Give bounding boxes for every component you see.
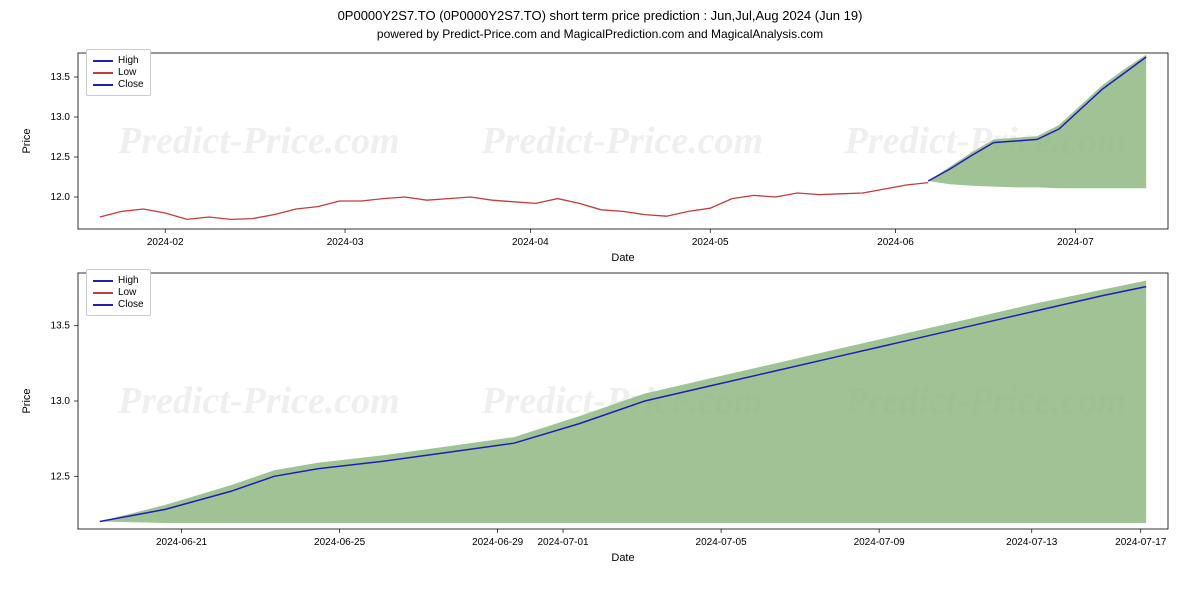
- svg-text:2024-04: 2024-04: [512, 237, 549, 248]
- chart1-svg: Predict-Price.comPredict-Price.comPredic…: [0, 45, 1200, 265]
- svg-text:13.0: 13.0: [51, 396, 71, 407]
- svg-text:2024-06-25: 2024-06-25: [314, 537, 366, 548]
- svg-text:2024-06: 2024-06: [877, 237, 914, 248]
- svg-text:2024-03: 2024-03: [327, 237, 364, 248]
- svg-text:Price: Price: [21, 388, 33, 413]
- chart2-svg: Predict-Price.comPredict-Price.comPredic…: [0, 265, 1200, 565]
- legend-line-high: [93, 60, 113, 62]
- svg-text:Price: Price: [21, 128, 33, 153]
- chart2-wrapper: High Low Close Predict-Price.comPredict-…: [0, 265, 1200, 565]
- chart-container: 0P0000Y2S7.TO (0P0000Y2S7.TO) short term…: [0, 0, 1200, 600]
- svg-text:12.5: 12.5: [51, 471, 71, 482]
- legend-line-high: [93, 280, 113, 282]
- svg-text:2024-06-21: 2024-06-21: [156, 537, 208, 548]
- svg-text:2024-07-05: 2024-07-05: [696, 537, 748, 548]
- svg-text:2024-05: 2024-05: [692, 237, 729, 248]
- svg-text:13.5: 13.5: [51, 321, 71, 332]
- legend-item: Close: [93, 79, 144, 90]
- legend-item: Close: [93, 299, 144, 310]
- svg-text:12.5: 12.5: [51, 152, 71, 163]
- legend-item: High: [93, 55, 144, 66]
- legend-line-low: [93, 72, 113, 74]
- svg-text:2024-07-01: 2024-07-01: [537, 537, 589, 548]
- legend-line-low: [93, 292, 113, 294]
- chart-title: 0P0000Y2S7.TO (0P0000Y2S7.TO) short term…: [0, 0, 1200, 23]
- svg-text:2024-07-09: 2024-07-09: [854, 537, 906, 548]
- svg-text:13.5: 13.5: [51, 72, 71, 83]
- svg-text:2024-07: 2024-07: [1057, 237, 1094, 248]
- svg-text:2024-02: 2024-02: [147, 237, 184, 248]
- legend-item: Low: [93, 287, 144, 298]
- svg-text:2024-07-17: 2024-07-17: [1115, 537, 1167, 548]
- svg-text:2024-07-13: 2024-07-13: [1006, 537, 1058, 548]
- svg-text:Predict-Price.com: Predict-Price.com: [117, 380, 400, 422]
- chart-subtitle: powered by Predict-Price.com and Magical…: [0, 23, 1200, 45]
- svg-text:Date: Date: [611, 252, 634, 264]
- svg-text:Date: Date: [611, 552, 634, 564]
- chart2-legend: High Low Close: [86, 269, 151, 316]
- svg-text:Predict-Price.com: Predict-Price.com: [117, 120, 400, 162]
- legend-item: Low: [93, 67, 144, 78]
- svg-text:12.0: 12.0: [51, 192, 71, 203]
- svg-text:Predict-Price.com: Predict-Price.com: [480, 120, 763, 162]
- chart1-wrapper: High Low Close Predict-Price.com Predict-…: [0, 45, 1200, 265]
- svg-text:13.0: 13.0: [51, 112, 71, 123]
- chart1-legend: High Low Close: [86, 49, 151, 96]
- legend-line-close: [93, 84, 113, 86]
- svg-text:2024-06-29: 2024-06-29: [472, 537, 524, 548]
- legend-item: High: [93, 275, 144, 286]
- legend-line-close: [93, 304, 113, 306]
